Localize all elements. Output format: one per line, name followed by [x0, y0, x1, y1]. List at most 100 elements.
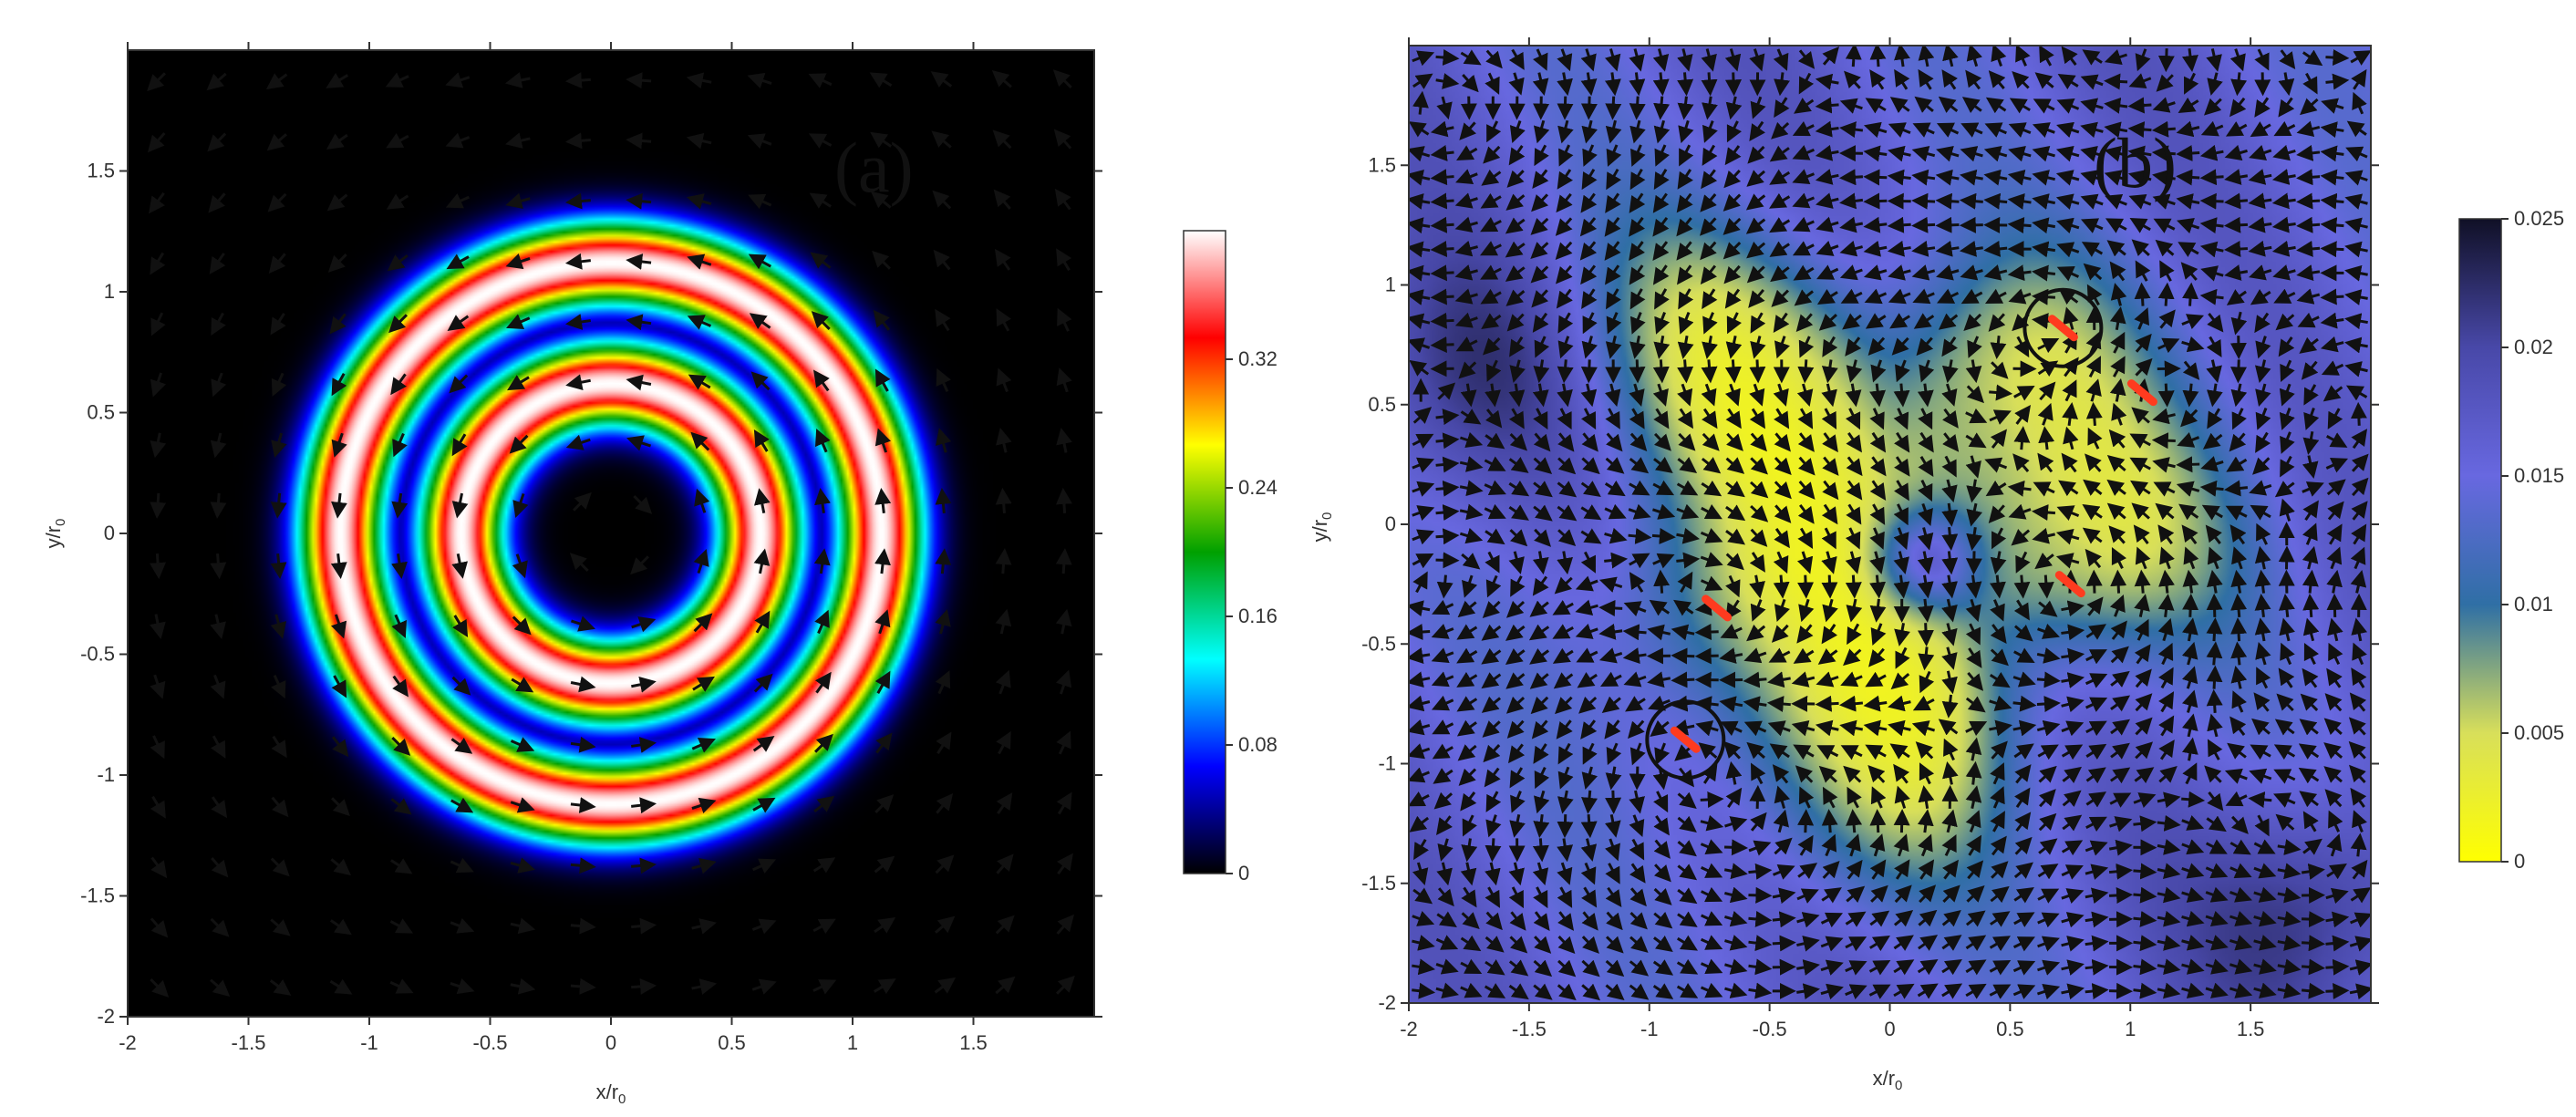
vector-arrow — [1056, 248, 1072, 272]
vector-arrow — [932, 190, 952, 210]
vector-arrow — [1582, 742, 1598, 765]
vector-arrow — [1796, 959, 1820, 976]
vector-arrow — [1869, 859, 1887, 880]
vector-field-a — [147, 69, 1075, 998]
vector-arrow — [270, 492, 287, 519]
colorbar-b — [2458, 218, 2502, 863]
vector-arrow — [2157, 863, 2181, 879]
vector-arrow — [1509, 911, 1526, 931]
vector-arrow — [2301, 982, 2325, 999]
vector-arrow — [1653, 887, 1672, 905]
vector-arrow — [747, 72, 772, 88]
vector-arrow — [1557, 359, 1574, 384]
vector-arrow — [2224, 192, 2249, 210]
vector-arrow — [874, 428, 891, 453]
vector-arrow — [2348, 717, 2366, 736]
y-tick-label: -0.5 — [80, 643, 115, 666]
vector-arrow — [1870, 786, 1887, 809]
vector-arrow — [1600, 671, 1622, 688]
vector-arrow — [1436, 815, 1453, 835]
vector-arrow — [1485, 791, 1502, 812]
vector-arrow — [1054, 188, 1071, 211]
vector-arrow — [1647, 671, 1671, 688]
vector-arrow — [1822, 861, 1840, 879]
vector-arrow — [2158, 715, 2175, 737]
vector-arrow — [995, 487, 1012, 513]
vector-arrow — [1748, 863, 1773, 880]
vector-arrow — [1435, 528, 1460, 545]
vector-arrow — [390, 858, 413, 874]
vector-arrow — [2324, 789, 2343, 808]
vector-arrow — [1556, 719, 1573, 739]
vector-arrow — [2157, 383, 2175, 408]
vector-arrow — [1772, 887, 1796, 905]
vector-arrow — [1677, 359, 1694, 384]
vector-arrow — [626, 314, 652, 331]
vector-arrow — [1671, 647, 1695, 665]
vector-arrow — [1436, 574, 1454, 599]
vector-arrow — [1748, 935, 1773, 952]
vector-arrow — [2302, 911, 2326, 928]
x-tick-label: 0 — [1884, 1018, 1895, 1040]
vector-arrow — [1845, 911, 1867, 927]
vector-arrow — [450, 797, 474, 813]
vector-arrow — [2176, 145, 2200, 161]
vector-arrow — [271, 372, 287, 397]
vector-arrow — [1435, 48, 1460, 66]
vector-arrow — [2038, 838, 2058, 855]
vector-arrow — [210, 917, 230, 937]
vector-arrow — [1912, 695, 1935, 711]
vector-arrow — [1531, 719, 1549, 739]
vector-arrow — [1941, 834, 1957, 857]
vector-arrow — [1847, 786, 1862, 809]
vector-arrow — [992, 129, 1012, 150]
vector-arrow — [2251, 718, 2271, 736]
vector-arrow — [1653, 839, 1671, 859]
ticks-a: -2 -1.5 -1 -0.5 0 0.5 1 1.5 -2 -1.5 -1 -0.5 0 0.5 1 1.5 — [80, 42, 1102, 1054]
vector-arrow — [1868, 984, 1891, 999]
vector-arrow — [2249, 768, 2272, 784]
vector-arrow — [1529, 672, 1549, 689]
vector-arrow — [1534, 790, 1550, 814]
vector-arrow — [1989, 384, 2013, 401]
vector-arrow — [510, 917, 536, 935]
vector-arrow — [2204, 765, 2222, 783]
vector-arrow — [451, 676, 471, 696]
vector-arrow — [150, 432, 167, 459]
vector-arrow — [564, 253, 591, 270]
vector-arrow — [570, 676, 596, 693]
vector-arrow — [2326, 864, 2347, 880]
vector-arrow — [2350, 912, 2371, 928]
vector-arrow — [1456, 719, 1477, 737]
vector-arrow — [1580, 359, 1598, 384]
vector-arrow — [1677, 911, 1698, 927]
vector-arrow — [1509, 936, 1528, 954]
vector-arrow — [1509, 767, 1526, 789]
vector-arrow — [449, 374, 469, 394]
vector-arrow — [874, 670, 891, 694]
vector-arrow — [570, 917, 596, 935]
vector-arrow — [1719, 696, 1743, 713]
vector-arrow — [814, 609, 830, 635]
vector-arrow — [2229, 935, 2253, 951]
vector-arrow — [330, 858, 352, 876]
vector-arrow — [1941, 527, 1959, 552]
y-tick-label: 0 — [104, 522, 115, 544]
vector-arrow — [1557, 862, 1573, 885]
vector-arrow — [1796, 888, 1819, 904]
vector-arrow — [1918, 935, 1939, 951]
vector-arrow — [1056, 427, 1072, 453]
vector-arrow — [631, 797, 657, 814]
vector-arrow — [329, 918, 352, 936]
vector-arrow — [2110, 569, 2127, 594]
vector-arrow — [1966, 834, 1982, 856]
vector-arrow — [933, 249, 951, 271]
vector-arrow — [2299, 791, 2319, 808]
colorbar-tick-label: 0.01 — [2514, 593, 2553, 615]
vector-arrow — [391, 553, 408, 579]
x-tick-label: -1 — [360, 1031, 378, 1054]
vector-arrow — [873, 978, 896, 995]
vector-arrow — [505, 314, 531, 330]
vector-arrow — [996, 853, 1014, 874]
vector-arrow — [1748, 958, 1773, 976]
